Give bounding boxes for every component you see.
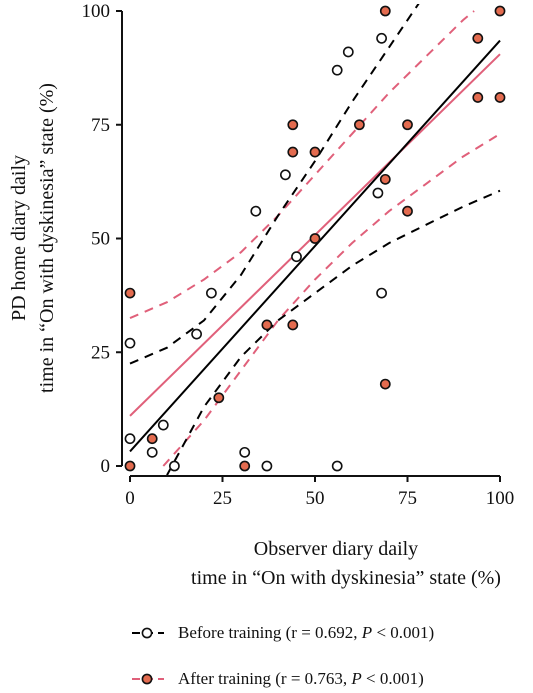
after-point xyxy=(402,119,413,131)
before-point xyxy=(124,337,136,349)
after-legend-marker xyxy=(141,673,153,685)
x-tick-label: 75 xyxy=(398,488,417,509)
y-tick-label: 0 xyxy=(101,456,111,477)
y-tick-label: 50 xyxy=(91,229,110,250)
before-point xyxy=(331,64,343,76)
before-point xyxy=(291,251,302,263)
before-point xyxy=(168,460,180,472)
y-tick-label: 100 xyxy=(82,1,111,22)
before-point xyxy=(261,460,273,472)
axes: 0 25 50 75 100 0 25 50 75 100 xyxy=(82,1,515,509)
after-point xyxy=(472,92,484,103)
before-point xyxy=(376,287,387,299)
after-ci-upper xyxy=(129,10,475,320)
before-point xyxy=(157,419,169,431)
x-axis-title-line-2: time in “On with dyskinesia” state (%) xyxy=(191,567,501,589)
after-point xyxy=(494,92,506,103)
x-tick-label: 25 xyxy=(213,488,232,509)
before-point xyxy=(279,169,291,181)
before-point xyxy=(331,460,343,472)
after-point xyxy=(379,5,391,17)
after-point xyxy=(402,205,413,217)
before-ci-lower xyxy=(166,189,501,476)
after-point xyxy=(146,433,158,445)
after-point xyxy=(287,146,299,158)
before-legend-marker xyxy=(141,627,153,639)
before-point xyxy=(342,46,354,58)
x-axis-title-line-1: Observer diary daily xyxy=(254,538,418,560)
y-axis-title: PD home diary daily xyxy=(8,155,30,321)
before-legend-label: Before training (r = 0.692, P < 0.001) xyxy=(178,623,434,642)
after-point xyxy=(124,287,136,299)
x-tick-label: 100 xyxy=(486,488,515,509)
after-legend-label: After training (r = 0.763, P < 0.001) xyxy=(178,669,424,688)
after-point xyxy=(287,319,299,331)
y-tick-label: 25 xyxy=(91,342,110,363)
after-point xyxy=(261,319,273,331)
before-point xyxy=(372,187,384,199)
before-point xyxy=(205,287,217,299)
after-point xyxy=(379,173,391,185)
after-point xyxy=(309,233,321,244)
after-point xyxy=(494,5,506,17)
after-point xyxy=(379,378,391,390)
before-point xyxy=(239,446,251,458)
before-point xyxy=(250,205,262,217)
after-point xyxy=(472,32,484,44)
regression-lines xyxy=(129,39,501,453)
y-axis-title-line-2: time in “On with dyskinesia” state (%) xyxy=(36,83,58,393)
x-tick-label: 0 xyxy=(125,488,135,509)
after-point xyxy=(239,460,251,472)
before-point xyxy=(191,328,202,340)
confidence-bands xyxy=(129,4,501,476)
after-point xyxy=(309,146,321,158)
after-point xyxy=(213,392,225,404)
before-point xyxy=(376,32,387,44)
after-point xyxy=(353,119,365,131)
before-ci-upper xyxy=(129,4,420,365)
legend: Before training (r = 0.692, P < 0.001) Af… xyxy=(132,623,434,688)
after-point xyxy=(287,119,299,131)
after-ci-lower xyxy=(162,133,501,467)
y-tick-label: 75 xyxy=(91,115,110,136)
x-tick-label: 50 xyxy=(306,488,325,509)
before-fit-line xyxy=(129,39,501,453)
before-point xyxy=(124,433,136,445)
before-point xyxy=(146,446,158,458)
y-axis-title-line-1: PD home diary daily xyxy=(8,155,30,321)
after-point xyxy=(124,460,136,472)
data-points xyxy=(124,5,506,472)
